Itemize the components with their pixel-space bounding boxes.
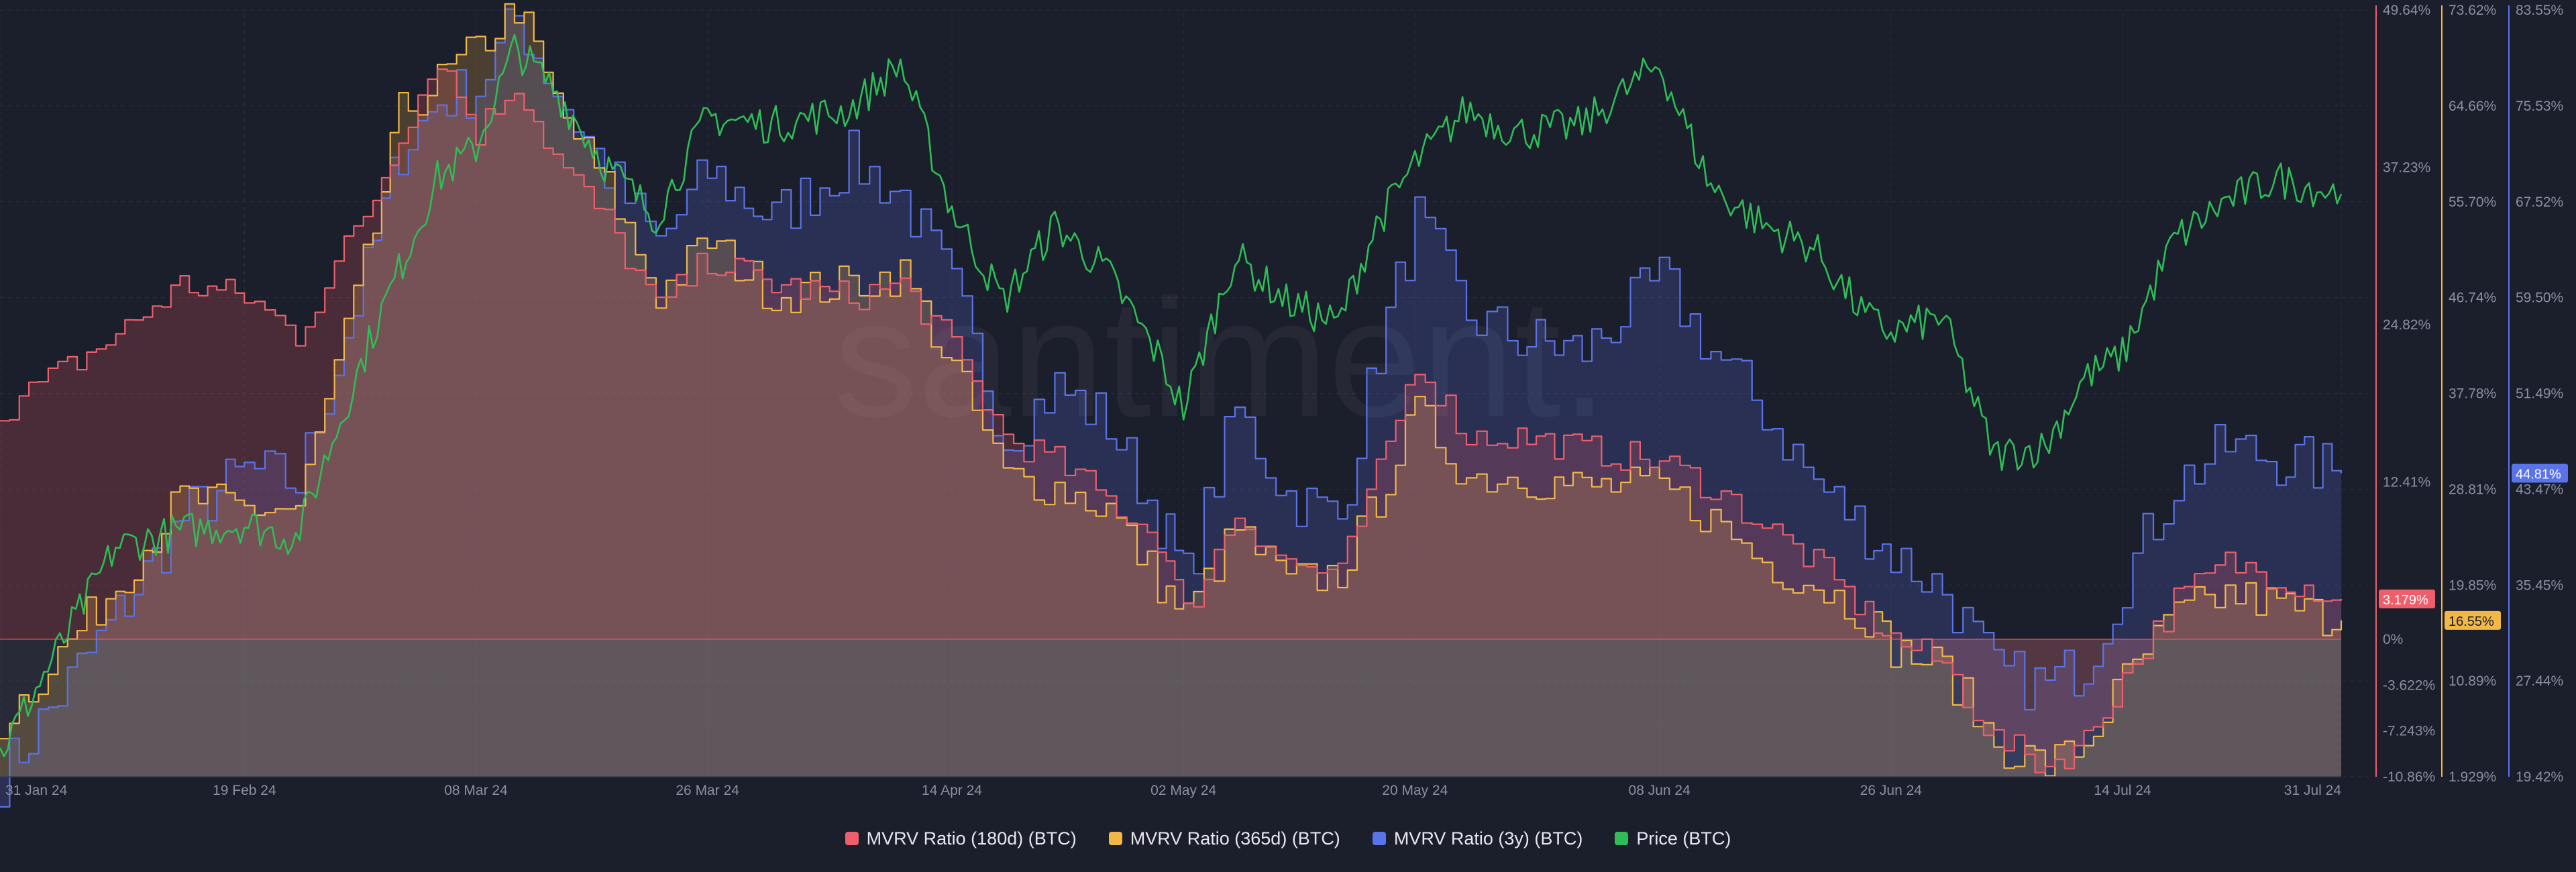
- y-tick-label-mvrv3y: 75.53%: [2516, 99, 2563, 114]
- legend-label: Price (BTC): [1636, 828, 1731, 849]
- x-tick-label: 31 Jul 24: [2284, 783, 2342, 798]
- y-tick-label-mvrv180: 12.41%: [2383, 475, 2430, 490]
- y-tick-label-mvrv3y: 83.55%: [2516, 3, 2563, 18]
- legend-swatch: [1108, 832, 1122, 845]
- legend-item[interactable]: MVRV Ratio (365d) (BTC): [1108, 828, 1340, 849]
- current-value-text-mvrv180: 3.179%: [2383, 593, 2428, 608]
- grid: [0, 9, 2368, 777]
- legend-label: MVRV Ratio (365d) (BTC): [1130, 828, 1340, 849]
- x-tick-label: 02 May 24: [1150, 783, 1216, 798]
- area-mvrv-ratio-180d-btc: [0, 69, 2341, 773]
- legend-swatch: [1615, 832, 1629, 845]
- y-tick-label-mvrv3y: 27.44%: [2516, 673, 2563, 689]
- legend-label: MVRV Ratio (3y) (BTC): [1393, 828, 1583, 849]
- x-tick-label: 14 Apr 24: [922, 783, 982, 798]
- line-mvrv-ratio-3y-btc: [0, 8, 2343, 808]
- y-tick-label-mvrv180: -10.86%: [2383, 769, 2435, 785]
- current-value-labels: 3.179% 16.55% 44.81%: [2379, 464, 2568, 630]
- legend-item[interactable]: MVRV Ratio (180d) (BTC): [845, 828, 1077, 849]
- x-tick-label: 08 Mar 24: [444, 783, 508, 798]
- x-tick-label: 26 Jun 24: [1860, 783, 1923, 798]
- y-tick-label-mvrv365: 19.85%: [2449, 578, 2496, 593]
- below-zero-region: [0, 639, 2341, 777]
- y-tick-label-mvrv180: -7.243%: [2383, 724, 2435, 739]
- axes: [0, 5, 2510, 777]
- x-tick-label: 08 Jun 24: [1629, 783, 1691, 798]
- y-tick-label-mvrv365: 37.78%: [2449, 386, 2496, 402]
- y-tick-label-mvrv3y: 67.52%: [2516, 195, 2563, 210]
- series-areas: [0, 3, 2341, 807]
- line-mvrv-ratio-180d-btc: [0, 68, 2343, 773]
- current-value-text-mvrv3y: 44.81%: [2516, 467, 2561, 482]
- series-lines: [0, 3, 2343, 808]
- tick-labels: 31 Jan 24 19 Feb 24 08 Mar 24 26 Mar 24 14 A…: [5, 3, 2563, 798]
- legend-swatch: [1372, 832, 1386, 845]
- legend-item[interactable]: MVRV Ratio (3y) (BTC): [1372, 828, 1583, 849]
- y-tick-label-mvrv180: 37.23%: [2383, 160, 2430, 176]
- y-tick-label-mvrv365: 28.81%: [2449, 482, 2496, 497]
- x-tick-label: 20 May 24: [1382, 783, 1448, 798]
- area-mvrv-ratio-365d-btc: [0, 3, 2341, 777]
- x-tick-label: 31 Jan 24: [5, 783, 68, 798]
- y-tick-label-mvrv180: 24.82%: [2383, 317, 2430, 333]
- y-tick-label-mvrv3y: 59.50%: [2516, 290, 2563, 306]
- y-tick-label-mvrv3y: 43.47%: [2516, 482, 2563, 497]
- legend-item[interactable]: Price (BTC): [1615, 828, 1731, 849]
- y-tick-label-mvrv365: 64.66%: [2449, 99, 2496, 114]
- x-tick-label: 14 Jul 24: [2094, 783, 2151, 798]
- x-tick-label: 26 Mar 24: [676, 783, 739, 798]
- legend-label: MVRV Ratio (180d) (BTC): [866, 828, 1077, 849]
- y-tick-label-mvrv3y: 19.42%: [2516, 769, 2563, 785]
- y-tick-label-mvrv3y: 51.49%: [2516, 386, 2563, 402]
- y-tick-label-mvrv180: 49.64%: [2383, 3, 2430, 18]
- y-tick-label-mvrv365: 46.74%: [2449, 290, 2496, 306]
- current-value-text-mvrv365: 16.55%: [2449, 614, 2494, 629]
- y-tick-label-mvrv365: 10.89%: [2449, 673, 2496, 689]
- x-tick-label: 19 Feb 24: [213, 783, 276, 798]
- line-price-btc: [0, 34, 2343, 757]
- current-value-badge-mvrv180: [2379, 589, 2435, 608]
- y-tick-label-mvrv365: 73.62%: [2449, 3, 2496, 18]
- legend: MVRV Ratio (180d) (BTC) MVRV Ratio (365d)…: [0, 825, 2576, 852]
- current-value-badge-mvrv365: [2445, 610, 2501, 630]
- y-tick-label-mvrv180: -3.622%: [2383, 677, 2435, 693]
- current-value-badge-mvrv3y: [2512, 464, 2568, 483]
- y-tick-label-mvrv3y: 35.45%: [2516, 578, 2563, 593]
- y-tick-label-mvrv365: 55.70%: [2449, 195, 2496, 210]
- legend-swatch: [845, 832, 859, 845]
- y-tick-label-mvrv180: 0%: [2383, 632, 2403, 647]
- area-mvrv-ratio-3y-btc: [0, 9, 2341, 807]
- y-tick-label-mvrv365: 1.929%: [2449, 769, 2496, 785]
